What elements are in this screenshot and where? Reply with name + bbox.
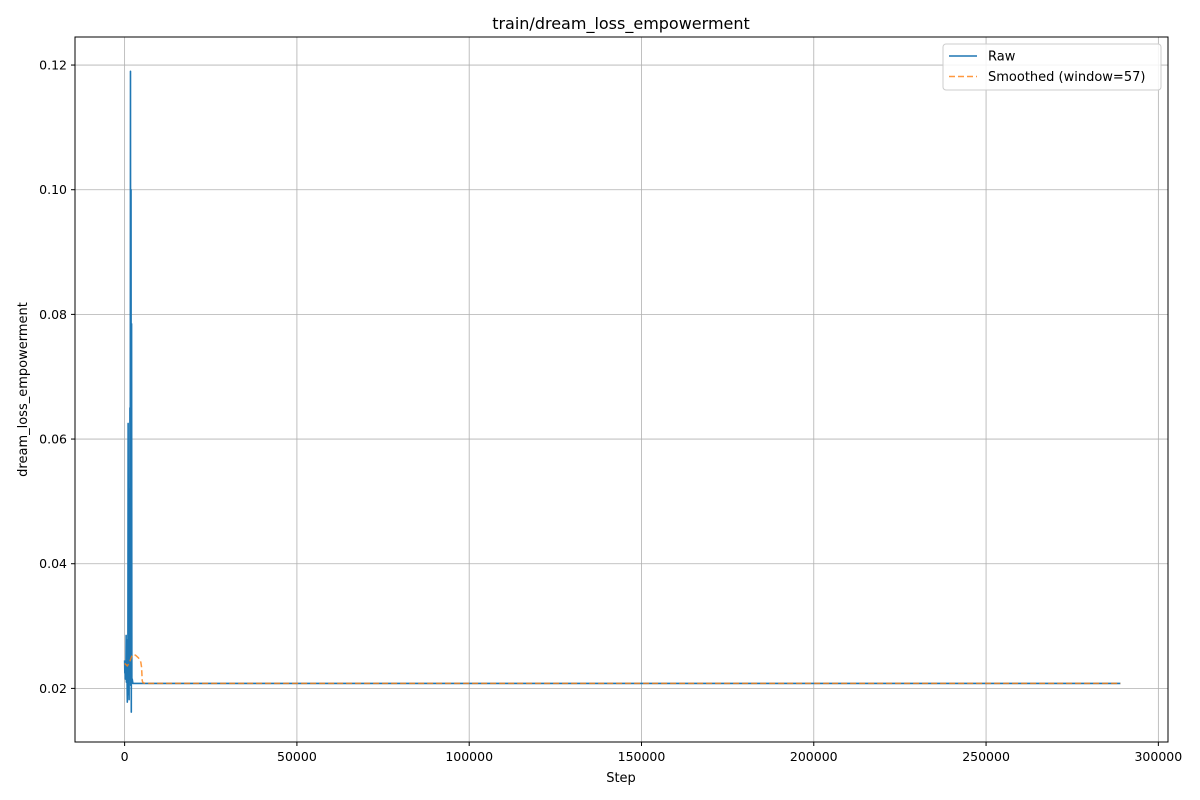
chart-title: train/dream_loss_empowerment bbox=[492, 14, 750, 34]
x-tick-label: 250000 bbox=[962, 749, 1010, 764]
x-axis-label: Step bbox=[606, 771, 636, 786]
plot-area bbox=[123, 70, 1121, 713]
x-axis: 0 50000 100000 150000 200000 250000 300000 bbox=[121, 742, 1182, 764]
series-raw-line bbox=[123, 70, 1121, 713]
grid bbox=[75, 37, 1168, 742]
y-axis-label: dream_loss_empowerment bbox=[16, 302, 31, 477]
y-axis: 0.02 0.04 0.06 0.08 0.10 0.12 bbox=[39, 58, 75, 696]
y-tick-label: 0.10 bbox=[39, 182, 67, 197]
legend-box bbox=[942, 43, 1162, 91]
x-tick-label: 50000 bbox=[277, 749, 317, 764]
x-tick-label: 200000 bbox=[790, 749, 838, 764]
series-smoothed-line bbox=[124, 653, 1121, 685]
legend-label: Smoothed (window=57) bbox=[988, 70, 1145, 85]
y-tick-label: 0.04 bbox=[39, 556, 67, 571]
legend: Raw Smoothed (window=57) bbox=[942, 43, 1162, 91]
y-tick-label: 0.08 bbox=[39, 307, 67, 322]
x-tick-label: 150000 bbox=[618, 749, 666, 764]
x-tick-label: 0 bbox=[121, 749, 129, 764]
legend-label: Raw bbox=[988, 50, 1016, 65]
x-tick-label: 100000 bbox=[445, 749, 493, 764]
y-tick-label: 0.06 bbox=[39, 432, 67, 447]
plot-frame bbox=[74, 36, 1169, 743]
x-tick-label: 300000 bbox=[1134, 749, 1182, 764]
y-tick-label: 0.02 bbox=[39, 681, 67, 696]
y-tick-label: 0.12 bbox=[39, 58, 67, 73]
